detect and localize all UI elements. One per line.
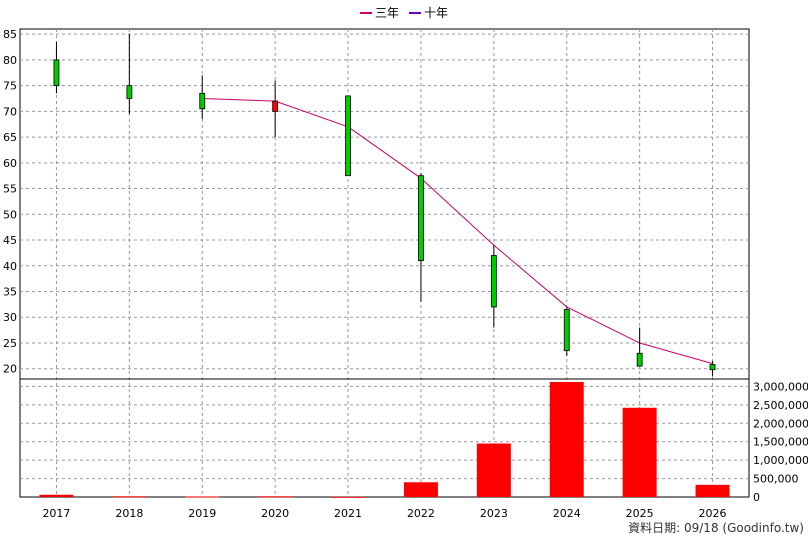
x-tick-label: 2024 bbox=[553, 507, 581, 520]
y-tick-label-price: 45 bbox=[3, 234, 17, 247]
legend-item-ma3: 三年 bbox=[360, 4, 399, 21]
legend-label-ma10: 十年 bbox=[424, 6, 449, 20]
y-tick-label-volume: 1,500,000 bbox=[753, 436, 808, 449]
x-tick-label: 2025 bbox=[626, 507, 654, 520]
candle-body bbox=[709, 364, 716, 371]
x-tick-label: 2023 bbox=[480, 507, 508, 520]
candle-body bbox=[53, 59, 60, 87]
volume-bar bbox=[331, 496, 366, 498]
candle-body bbox=[199, 92, 206, 110]
y-tick-label-price: 30 bbox=[3, 311, 17, 324]
y-tick-label-volume: 500,000 bbox=[753, 473, 799, 486]
y-tick-label-price: 50 bbox=[3, 208, 17, 221]
x-tick-label: 2019 bbox=[188, 507, 216, 520]
volume-bar bbox=[112, 496, 147, 498]
y-tick-label-price: 35 bbox=[3, 286, 17, 299]
chart-legend: 三年 十年 bbox=[360, 4, 448, 21]
y-tick-label-price: 55 bbox=[3, 183, 17, 196]
y-tick-label-volume: 1,000,000 bbox=[753, 454, 808, 467]
legend-label-ma3: 三年 bbox=[375, 6, 400, 20]
y-tick-label-price: 75 bbox=[3, 80, 17, 93]
volume-bar bbox=[403, 482, 438, 497]
candle-body bbox=[345, 95, 351, 177]
y-tick-label-price: 70 bbox=[3, 105, 17, 118]
volume-bar bbox=[185, 496, 220, 498]
data-date-footer: 資料日期: 09/18 (Goodinfo.tw) bbox=[628, 521, 804, 535]
volume-bar bbox=[695, 484, 730, 497]
x-tick-label: 2018 bbox=[115, 507, 143, 520]
x-tick-label: 2026 bbox=[699, 507, 727, 520]
candle-body bbox=[126, 85, 133, 99]
y-tick-label-price: 65 bbox=[3, 131, 17, 144]
candle-body bbox=[563, 309, 570, 352]
volume-bar bbox=[39, 494, 74, 497]
y-tick-label-price: 85 bbox=[3, 28, 17, 41]
candle-body bbox=[490, 255, 497, 308]
volume-bar bbox=[476, 443, 511, 497]
candle-body bbox=[636, 352, 643, 367]
x-tick-label: 2021 bbox=[334, 507, 362, 520]
y-tick-label-price: 40 bbox=[3, 260, 17, 273]
candle-body bbox=[418, 175, 424, 262]
y-tick-label-volume: 2,500,000 bbox=[753, 399, 808, 412]
y-tick-label-price: 80 bbox=[3, 54, 17, 67]
volume-bar bbox=[622, 407, 657, 497]
y-tick-label-price: 20 bbox=[3, 363, 17, 376]
moving-average-line bbox=[202, 98, 713, 365]
y-tick-label-volume: 0 bbox=[753, 491, 760, 504]
legend-swatch-ma10 bbox=[409, 11, 422, 14]
legend-swatch-ma3 bbox=[360, 11, 372, 14]
legend-item-ma10: 十年 bbox=[409, 4, 448, 21]
candle-body bbox=[272, 100, 279, 112]
x-tick-label: 2022 bbox=[407, 507, 435, 520]
y-tick-label-price: 25 bbox=[3, 337, 17, 350]
y-tick-label-volume: 3,000,000 bbox=[753, 380, 808, 393]
x-tick-label: 2017 bbox=[42, 507, 70, 520]
y-tick-label-volume: 2,000,000 bbox=[753, 417, 808, 430]
volume-bar bbox=[258, 496, 293, 498]
y-tick-label-price: 60 bbox=[3, 157, 17, 170]
volume-bar bbox=[549, 381, 584, 497]
x-tick-label: 2020 bbox=[261, 507, 289, 520]
